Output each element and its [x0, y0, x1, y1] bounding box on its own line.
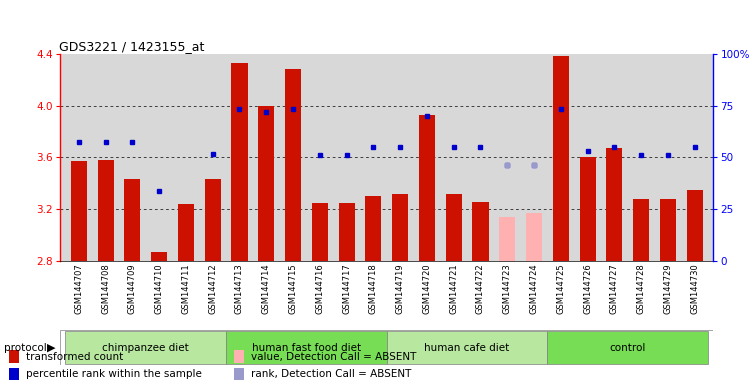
Text: GSM144708: GSM144708 — [101, 263, 110, 314]
Bar — [633, 199, 649, 261]
Bar — [71, 161, 87, 261]
Bar — [65, 331, 226, 364]
Bar — [547, 331, 708, 364]
Text: GSM144715: GSM144715 — [288, 263, 297, 314]
Bar — [445, 194, 462, 261]
Text: GSM144730: GSM144730 — [690, 263, 699, 314]
Bar — [419, 115, 435, 261]
Bar — [580, 157, 596, 261]
Bar — [234, 351, 244, 363]
Bar — [392, 194, 409, 261]
Bar — [312, 203, 328, 261]
Text: GSM144718: GSM144718 — [369, 263, 378, 314]
Text: GSM144713: GSM144713 — [235, 263, 244, 314]
Text: GSM144719: GSM144719 — [396, 263, 405, 314]
Bar — [526, 213, 542, 261]
Text: GSM144716: GSM144716 — [315, 263, 324, 314]
Bar — [499, 217, 515, 261]
Text: human fast food diet: human fast food diet — [252, 343, 361, 353]
Bar — [686, 190, 703, 261]
Text: GSM144725: GSM144725 — [556, 263, 566, 314]
Text: control: control — [610, 343, 646, 353]
Text: GSM144721: GSM144721 — [449, 263, 458, 314]
Text: GDS3221 / 1423155_at: GDS3221 / 1423155_at — [59, 40, 205, 53]
Bar — [231, 63, 248, 261]
Bar — [339, 203, 354, 261]
Text: value, Detection Call = ABSENT: value, Detection Call = ABSENT — [251, 352, 416, 362]
Text: protocol: protocol — [4, 343, 47, 353]
Bar — [9, 351, 19, 363]
Bar — [553, 56, 569, 261]
Bar — [660, 199, 676, 261]
Text: GSM144710: GSM144710 — [155, 263, 164, 314]
Bar — [98, 160, 113, 261]
Text: GSM144722: GSM144722 — [476, 263, 485, 314]
Bar — [365, 196, 382, 261]
Bar — [258, 106, 274, 261]
Bar — [472, 202, 488, 261]
Text: GSM144709: GSM144709 — [128, 263, 137, 314]
Bar — [178, 204, 194, 261]
Text: GSM144717: GSM144717 — [342, 263, 351, 314]
Text: GSM144707: GSM144707 — [74, 263, 83, 314]
Text: GSM144711: GSM144711 — [182, 263, 191, 314]
Bar — [387, 331, 547, 364]
Text: GSM144714: GSM144714 — [262, 263, 271, 314]
Bar — [606, 148, 623, 261]
Bar — [226, 331, 387, 364]
Bar — [9, 368, 19, 381]
Text: GSM144729: GSM144729 — [663, 263, 672, 314]
Text: GSM144724: GSM144724 — [529, 263, 538, 314]
Bar — [205, 179, 221, 261]
Text: percentile rank within the sample: percentile rank within the sample — [26, 369, 201, 379]
Text: GSM144726: GSM144726 — [583, 263, 592, 314]
Text: ▶: ▶ — [47, 343, 56, 353]
Text: GSM144728: GSM144728 — [637, 263, 646, 314]
Text: chimpanzee diet: chimpanzee diet — [102, 343, 189, 353]
Text: GSM144727: GSM144727 — [610, 263, 619, 314]
Bar — [151, 252, 167, 261]
Text: GSM144712: GSM144712 — [208, 263, 217, 314]
Text: transformed count: transformed count — [26, 352, 123, 362]
Bar — [285, 70, 301, 261]
Text: GSM144720: GSM144720 — [422, 263, 431, 314]
Bar — [125, 179, 140, 261]
Bar — [234, 368, 244, 381]
Text: human cafe diet: human cafe diet — [424, 343, 510, 353]
Text: GSM144723: GSM144723 — [502, 263, 511, 314]
Text: rank, Detection Call = ABSENT: rank, Detection Call = ABSENT — [251, 369, 412, 379]
